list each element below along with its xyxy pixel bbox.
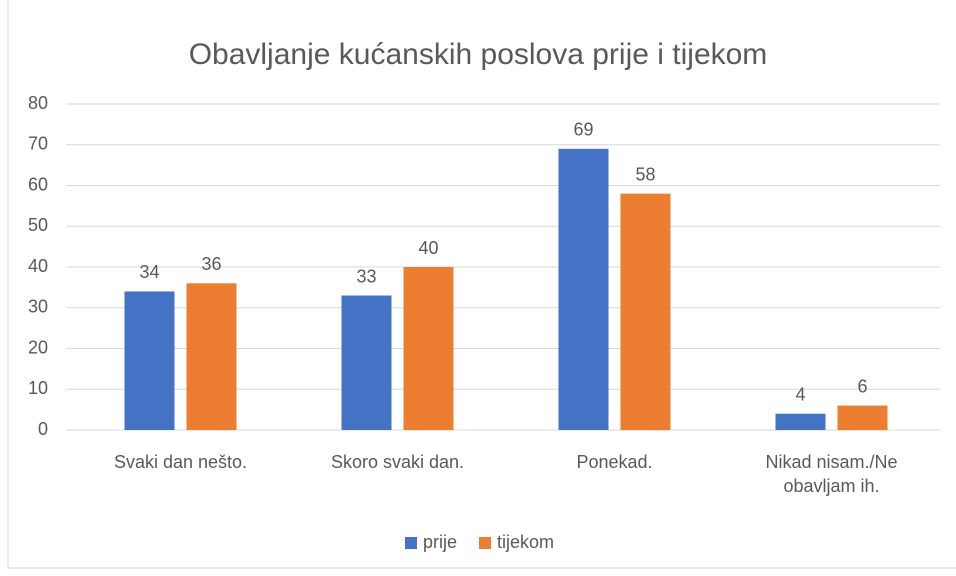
bar bbox=[186, 283, 237, 430]
y-tick-label: 80 bbox=[28, 93, 48, 113]
x-tick-label: Nikad nisam./Ne obavljam ih. bbox=[765, 452, 898, 496]
data-label: 40 bbox=[418, 238, 438, 258]
x-tick-label: Ponekad. bbox=[576, 452, 653, 472]
y-tick-label: 0 bbox=[38, 419, 48, 439]
legend-label: tijekom bbox=[497, 532, 554, 552]
bar bbox=[341, 295, 392, 430]
legend-swatch bbox=[405, 537, 417, 549]
chart-title: Obavljanje kućanskih poslova prije i tij… bbox=[189, 38, 768, 71]
x-tick-label: Svaki dan nešto. bbox=[113, 452, 248, 472]
y-tick-label: 20 bbox=[28, 337, 48, 357]
data-label: 69 bbox=[573, 120, 593, 140]
chart-frame bbox=[7, 0, 956, 569]
y-tick-label: 40 bbox=[28, 256, 48, 276]
bar bbox=[558, 148, 609, 430]
data-label: 33 bbox=[356, 266, 376, 286]
data-label: 6 bbox=[857, 376, 867, 396]
data-label: 58 bbox=[635, 164, 655, 184]
bar bbox=[620, 193, 671, 430]
legend-label: prije bbox=[423, 532, 457, 552]
bar bbox=[775, 413, 826, 430]
y-tick-label: 50 bbox=[28, 215, 48, 235]
y-tick-label: 30 bbox=[28, 297, 48, 317]
data-label: 36 bbox=[201, 254, 221, 274]
y-tick-label: 60 bbox=[28, 174, 48, 194]
data-label: 34 bbox=[139, 262, 159, 282]
data-label: 4 bbox=[795, 384, 805, 404]
bar bbox=[124, 291, 175, 430]
y-tick-label: 10 bbox=[28, 378, 48, 398]
x-tick-label: Skoro svaki dan. bbox=[330, 452, 465, 472]
legend-swatch bbox=[479, 537, 492, 549]
y-tick-label: 70 bbox=[28, 134, 48, 154]
bar bbox=[837, 405, 888, 430]
bar bbox=[403, 267, 454, 430]
